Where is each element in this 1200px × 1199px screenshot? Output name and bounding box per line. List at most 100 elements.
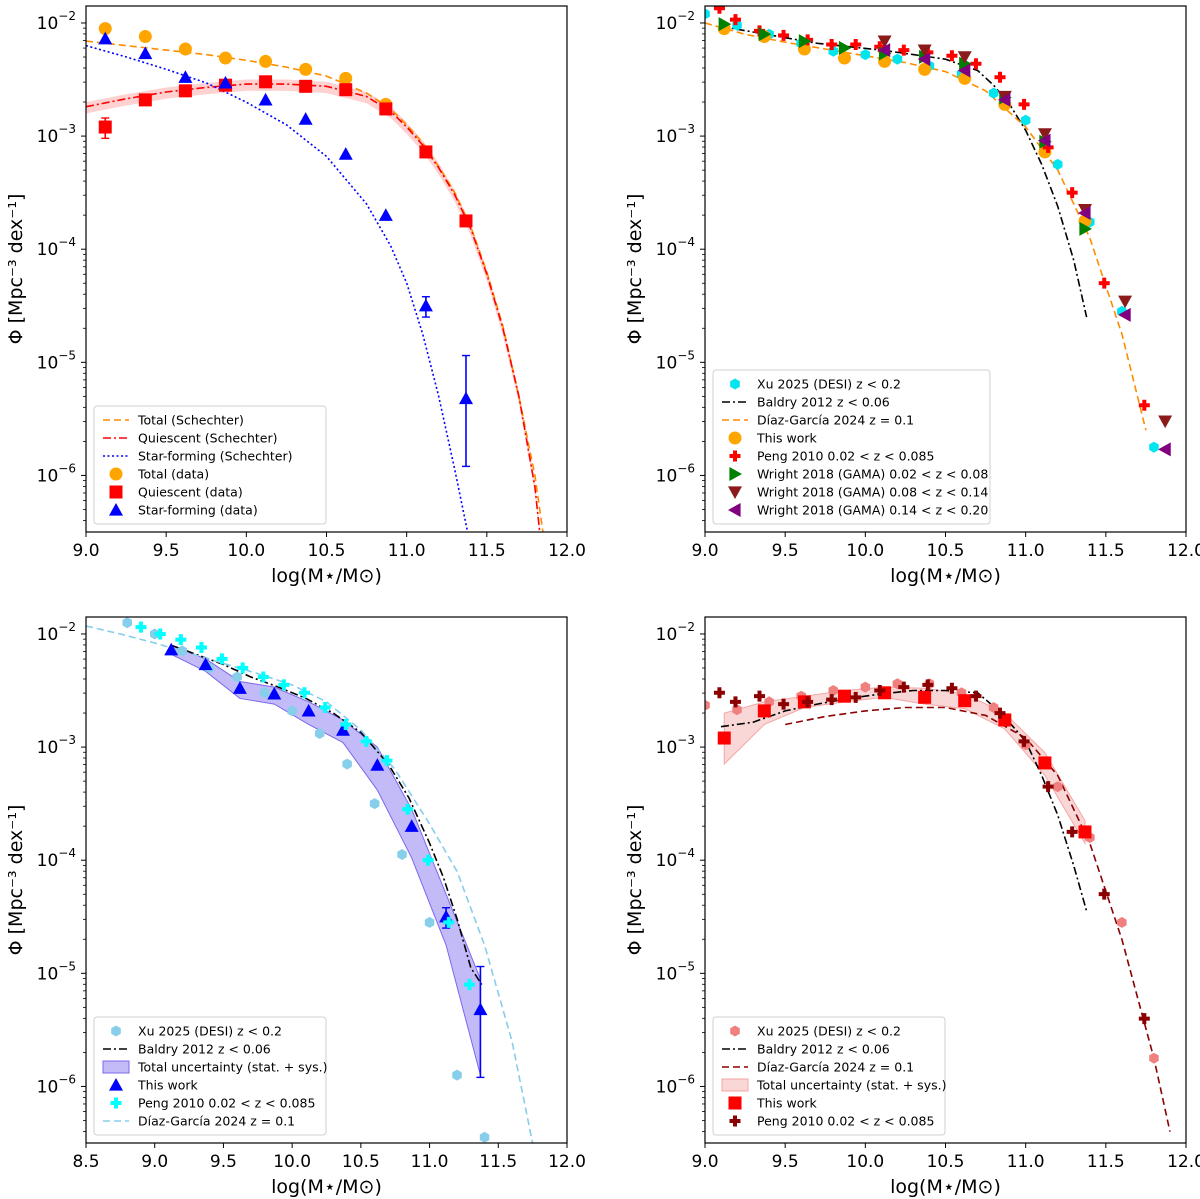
legend-handle — [728, 503, 741, 517]
plot-area — [705, 678, 1171, 1132]
data-point — [258, 92, 273, 106]
panel-bottom-right: 9.0 9.5 10.0 10.5 11.0 11.5 12.0 10−6 10−5 10−4 10… — [624, 616, 1200, 1198]
data-point — [314, 728, 325, 739]
data-point — [259, 75, 273, 89]
data-point — [98, 22, 112, 36]
data-point — [259, 687, 270, 699]
data-point — [138, 30, 152, 44]
data-point — [335, 723, 350, 736]
legend-label: This work — [756, 431, 818, 446]
y-tick-label: 10−3 — [656, 733, 695, 758]
x-tick-label: 9.5 — [210, 1152, 237, 1172]
data-point — [877, 43, 891, 58]
data-point — [339, 83, 353, 97]
y-tick-label: 10−4 — [37, 846, 76, 871]
d-az-garc-a-2024-z-0-1-line — [86, 625, 534, 1143]
data-point — [917, 52, 931, 67]
data-point — [892, 53, 903, 65]
data-point — [970, 690, 982, 702]
data-point — [713, 6, 725, 14]
legend: Xu 2025 (DESI) z < 0.2 Baldry 2012 z < 0.… — [93, 1016, 327, 1136]
legend-label: Star-forming (data) — [138, 503, 258, 518]
y-tick-label: 10−6 — [37, 1072, 76, 1097]
legend-handle — [109, 485, 123, 499]
data-point — [338, 147, 353, 160]
data-point — [237, 662, 249, 674]
x-tick-label: 12.0 — [1167, 1152, 1200, 1172]
data-point — [1118, 295, 1133, 309]
legend-label: Peng 2010 0.02 < z < 0.085 — [757, 1114, 934, 1129]
data-point — [729, 14, 741, 26]
axes-frame — [85, 616, 568, 1144]
data-point — [837, 51, 851, 65]
data-point — [850, 691, 862, 703]
x-tick-label: 9.0 — [691, 541, 718, 561]
legend-handle — [111, 1025, 121, 1037]
data-point — [178, 70, 193, 83]
x-tick-label: 9.0 — [691, 1152, 718, 1172]
peng-2010-0-02-z-0-085-points — [713, 679, 1150, 1025]
y-tick-label: 10−2 — [37, 9, 76, 34]
data-point — [473, 1002, 488, 1016]
y-tick-label: 10−6 — [37, 461, 76, 486]
data-point — [874, 41, 886, 53]
data-point — [216, 653, 228, 665]
data-point — [754, 690, 766, 702]
x-tick-label: 12.0 — [548, 1152, 586, 1172]
wright-2018-gama-0-14-z-0-20-points — [877, 43, 1171, 457]
x-tick-label: 11.0 — [1007, 1152, 1045, 1172]
data-point — [1018, 98, 1030, 110]
data-point — [175, 634, 187, 646]
legend-handle — [721, 1078, 749, 1092]
data-point — [958, 694, 972, 708]
legend-handle — [730, 1025, 740, 1037]
y-tick-label: 10−2 — [656, 9, 695, 34]
x-tick-label: 8.5 — [72, 1152, 99, 1172]
legend-handle — [730, 378, 740, 390]
legend-label: Xu 2025 (DESI) z < 0.2 — [757, 377, 901, 392]
data-point — [178, 42, 192, 56]
data-point — [1066, 826, 1078, 838]
data-point — [705, 699, 710, 711]
data-point — [778, 29, 790, 41]
data-point — [452, 1069, 462, 1081]
data-point — [218, 75, 233, 89]
data-point — [218, 51, 232, 65]
data-point — [178, 84, 192, 98]
data-point — [718, 17, 732, 32]
data-point — [299, 687, 311, 699]
x-tick-label: 11.0 — [1007, 541, 1045, 561]
data-point — [381, 755, 393, 767]
y-tick-label: 10−4 — [37, 235, 76, 260]
data-point — [278, 679, 290, 691]
data-point — [828, 685, 838, 696]
d-az-garc-a-2024-z-0-1-line — [785, 706, 1171, 1132]
x-tick-label: 10.0 — [227, 541, 265, 561]
data-point — [860, 681, 871, 693]
data-point — [826, 38, 838, 50]
x-tick-label: 11.5 — [468, 541, 506, 561]
legend-handle — [109, 503, 123, 516]
data-point — [918, 690, 932, 704]
d-az-garc-a-2024-z-0-1-line — [705, 22, 1147, 431]
data-point — [1149, 441, 1159, 453]
data-point — [802, 696, 814, 708]
legend-handle — [109, 1078, 123, 1091]
data-point — [287, 705, 297, 717]
data-point — [1018, 735, 1030, 747]
legend-handle — [729, 467, 742, 481]
data-point — [301, 703, 316, 717]
data-point — [922, 46, 934, 58]
data-point — [195, 642, 207, 654]
data-point — [198, 657, 213, 671]
legend-handle — [102, 1060, 130, 1074]
data-point — [369, 798, 380, 810]
y-tick-label: 10−3 — [656, 122, 695, 147]
data-point — [946, 682, 958, 694]
legend-label: Wright 2018 (GAMA) 0.08 < z < 0.14 — [757, 485, 988, 500]
peng-2010-0-02-z-0-085-points — [135, 621, 475, 991]
data-point — [877, 35, 892, 49]
data-point — [479, 1131, 490, 1143]
data-point — [1118, 307, 1131, 322]
